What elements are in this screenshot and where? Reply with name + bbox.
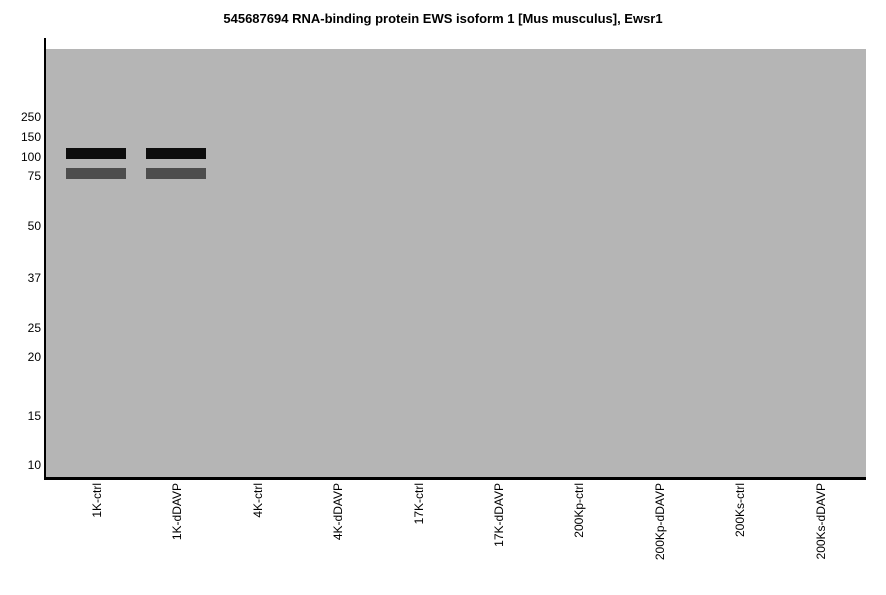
- chart-title: 545687694 RNA-binding protein EWS isofor…: [223, 11, 663, 26]
- x-tick-lane-1K-ctrl: 1K-ctrl: [90, 483, 104, 518]
- x-tick-lane-1K-dDAVP: 1K-dDAVP: [170, 483, 184, 540]
- band-1K-ctrl-75kda: [66, 168, 126, 179]
- y-axis-line: [44, 38, 46, 480]
- x-tick-label: 200Ks-dDAVP: [814, 483, 828, 560]
- x-tick-label: 17K-dDAVP: [492, 483, 506, 547]
- x-tick-label: 1K-ctrl: [90, 483, 104, 518]
- x-tick-label: 200Ks-ctrl: [733, 483, 747, 538]
- x-tick-label: 200Kp-ctrl: [572, 483, 586, 538]
- y-tick-label-50: 50: [27, 219, 41, 233]
- x-tick-label: 1K-dDAVP: [170, 483, 184, 541]
- x-tick-lane-200Ks-dDAVP: 200Ks-dDAVP: [814, 483, 828, 559]
- y-tick-label-75: 75: [27, 169, 41, 183]
- x-tick-lane-4K-dDAVP: 4K-dDAVP: [331, 483, 345, 540]
- y-tick-label-25: 25: [27, 321, 41, 335]
- x-tick-lane-200Kp-dDAVP: 200Kp-dDAVP: [653, 483, 667, 560]
- y-tick-label-15: 15: [27, 409, 41, 423]
- y-tick-label-150: 150: [20, 130, 41, 144]
- x-tick-lane-17K-ctrl: 17K-ctrl: [412, 483, 426, 524]
- y-tick-label-10: 10: [27, 458, 41, 472]
- plot-area: [46, 49, 866, 477]
- band-1K-ctrl-100kda: [66, 148, 126, 159]
- x-tick-lane-4K-ctrl: 4K-ctrl: [251, 483, 265, 518]
- x-tick-label: 200Kp-dDAVP: [653, 483, 667, 561]
- band-1K-dDAVP-75kda: [146, 168, 206, 179]
- x-tick-lane-17K-dDAVP: 17K-dDAVP: [492, 483, 506, 547]
- x-tick-label: 4K-dDAVP: [331, 483, 345, 541]
- y-tick-label-20: 20: [27, 350, 41, 364]
- x-axis-line: [44, 477, 866, 480]
- y-tick-label-100: 100: [20, 150, 41, 164]
- x-tick-lane-200Kp-ctrl: 200Kp-ctrl: [572, 483, 586, 538]
- y-tick-label-250: 250: [20, 110, 41, 124]
- x-tick-label: 4K-ctrl: [251, 483, 265, 518]
- y-tick-label-37: 37: [27, 271, 41, 285]
- band-1K-dDAVP-100kda: [146, 148, 206, 159]
- x-tick-label: 17K-ctrl: [412, 483, 426, 525]
- x-tick-lane-200Ks-ctrl: 200Ks-ctrl: [733, 483, 747, 537]
